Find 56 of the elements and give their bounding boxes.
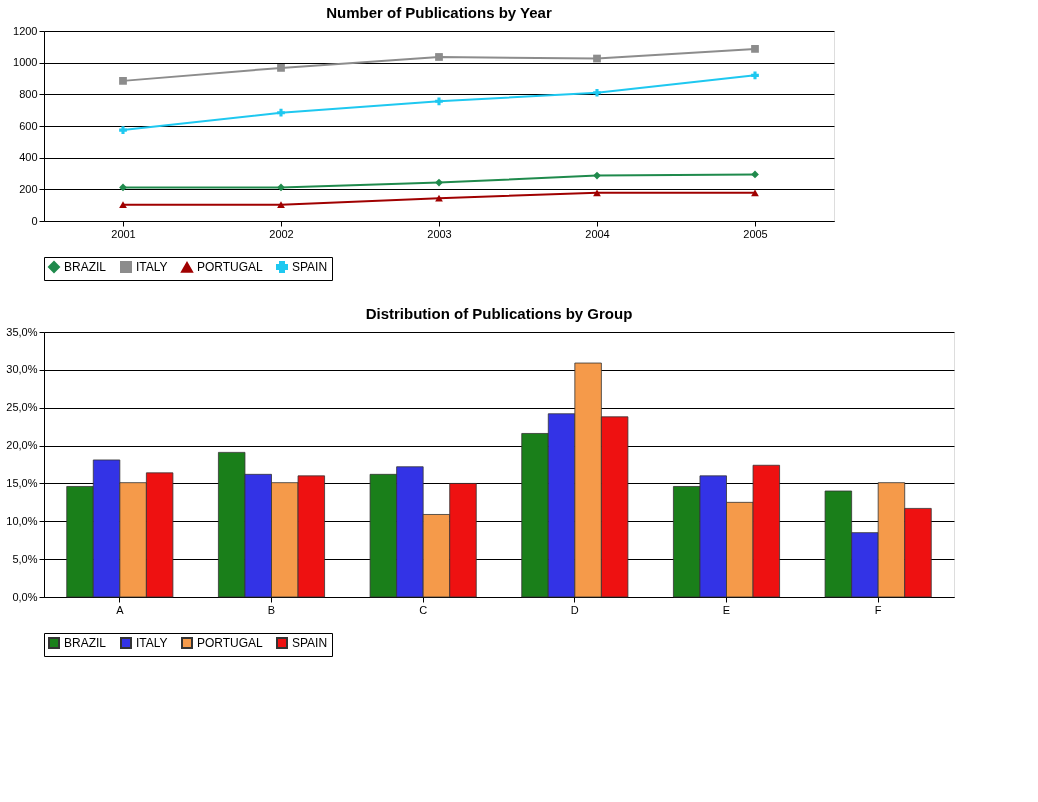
chart-title: Number of Publications by Year (326, 4, 552, 21)
y-tick-label: 1000 (13, 56, 38, 69)
legend-label: SPAIN (292, 260, 328, 274)
legend-label: ITALY (136, 260, 168, 274)
x-tick-label: 2002 (269, 227, 294, 240)
y-tick-label: 25,0% (6, 401, 38, 414)
point (277, 183, 285, 192)
point (277, 108, 285, 117)
point (435, 53, 443, 61)
x-tick-label: E (722, 603, 731, 616)
point (593, 171, 601, 180)
legend-label: BRAZIL (64, 636, 107, 650)
y-tick-label: 35,0% (6, 325, 38, 338)
y-tick-label: 800 (19, 87, 38, 100)
y-tick-label: 20,0% (6, 439, 38, 452)
y-tick-label: 0 (31, 214, 38, 227)
y-tick-label: 0,0% (12, 590, 38, 603)
x-tick-label: D (570, 603, 579, 616)
point (119, 126, 127, 134)
point (277, 64, 285, 72)
x-tick-label: 2001 (111, 227, 136, 240)
legend-label: PORTUGAL (197, 260, 264, 275)
point (593, 54, 601, 63)
x-tick-label: C (419, 603, 428, 616)
chart-title: Distribution of Publications by Group (365, 305, 633, 322)
point (751, 189, 759, 197)
y-tick-label: 200 (19, 182, 38, 195)
point (751, 170, 759, 179)
point (119, 77, 127, 85)
point (119, 183, 127, 192)
point (119, 201, 127, 209)
x-tick-label: 2003 (427, 227, 452, 240)
point (593, 88, 601, 97)
y-tick-label: 600 (19, 119, 38, 132)
y-tick-label: 5,0% (12, 552, 38, 565)
y-tick-label: 400 (19, 151, 38, 164)
legend-label: ITALY (136, 636, 168, 650)
legend-label: PORTUGAL (197, 636, 264, 650)
x-tick-label: F (874, 603, 882, 616)
y-tick-label: 10,0% (6, 514, 38, 527)
point (751, 45, 759, 53)
y-tick-label: 1200 (13, 24, 38, 37)
y-tick-label: 15,0% (6, 476, 38, 489)
y-tick-label: 30,0% (6, 363, 38, 376)
point (751, 71, 759, 80)
legend-label: SPAIN (292, 636, 328, 650)
point (593, 189, 601, 197)
x-tick-label: 2004 (585, 227, 610, 240)
point (435, 178, 443, 187)
x-tick-label: A (116, 603, 125, 616)
legend-label: BRAZIL (64, 260, 107, 274)
point (277, 201, 285, 209)
point (435, 194, 443, 202)
x-tick-label: 2005 (743, 227, 768, 240)
point (435, 97, 443, 106)
x-tick-label: B (267, 603, 276, 616)
